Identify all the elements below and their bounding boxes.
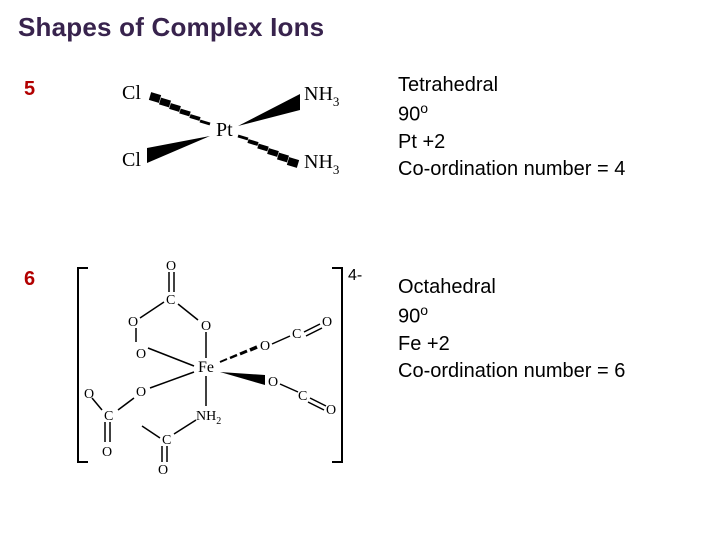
bracket-left [78, 268, 88, 462]
atom-label: O [136, 385, 146, 400]
bond-eq-right-up-dashed [220, 347, 257, 362]
charge-label: 4- [348, 267, 362, 284]
atom-label-nh3-2: NH3 [304, 151, 339, 177]
desc-row-6: Octahedral 90o Fe +2 Co-ordination numbe… [398, 274, 625, 385]
desc-5-angle: 90o [398, 99, 625, 129]
desc-6-coordnum: Co-ordination number = 6 [398, 358, 625, 385]
bond [118, 398, 134, 410]
atom-label: O [128, 315, 138, 330]
bond [272, 336, 290, 344]
desc-6-shape: Octahedral [398, 274, 625, 301]
atom-label: O [326, 403, 336, 418]
atom-label: C [162, 433, 171, 448]
desc-6-oxstate: Fe +2 [398, 331, 625, 358]
atom-label-pt: Pt [216, 119, 233, 141]
atom-label: O [166, 259, 176, 274]
bond-nh3-upper-wedge-solid [238, 94, 300, 126]
atom-label: O [260, 339, 270, 354]
figure-pt-square-planar: Pt Cl Cl NH3 [92, 68, 352, 188]
row-number-5: 5 [24, 78, 35, 101]
atom-label: C [104, 409, 113, 424]
atom-label-nh2: NH2 [196, 409, 221, 427]
desc-row-5: Tetrahedral 90o Pt +2 Co-ordination numb… [398, 72, 625, 183]
desc-5-oxstate: Pt +2 [398, 129, 625, 156]
bond-cl-upper-wedge-dashed [150, 96, 210, 124]
row-number-6: 6 [24, 268, 35, 291]
bond-eq-right-down-solid [220, 372, 265, 385]
atom-label-cl1: Cl [122, 82, 141, 104]
atom-label-nh3-1: NH3 [304, 83, 339, 109]
atom-label: C [292, 327, 301, 342]
atom-label: O [201, 319, 211, 334]
bond [174, 420, 196, 434]
slide: Shapes of Complex Ions 5 Pt Cl Cl NH3 [0, 0, 720, 540]
bracket-right [332, 268, 342, 462]
atom-label: O [84, 387, 94, 402]
page-title: Shapes of Complex Ions [18, 12, 324, 43]
bond-eq-left-up [148, 348, 194, 366]
desc-5-coordnum: Co-ordination number = 4 [398, 156, 625, 183]
atom-label: C [166, 293, 175, 308]
bond [142, 426, 160, 438]
atom-label: O [102, 445, 112, 460]
bond-nh3-lower-wedge-dashed [238, 136, 298, 164]
bond [140, 302, 164, 318]
figure-fe-octahedral: 4- Fe O C O O O O C [70, 250, 370, 480]
atom-label: O [158, 463, 168, 478]
bond-eq-left-down [150, 372, 194, 388]
atom-label: O [136, 347, 146, 362]
desc-6-angle: 90o [398, 301, 625, 331]
bond [178, 304, 198, 320]
desc-5-shape: Tetrahedral [398, 72, 625, 99]
atom-label-cl2: Cl [122, 149, 141, 171]
atom-label: C [298, 389, 307, 404]
atom-label: O [268, 375, 278, 390]
bond-cl-lower-wedge-solid [147, 136, 210, 163]
atom-label-fe: Fe [198, 359, 214, 376]
bond [280, 384, 298, 392]
atom-label: O [322, 315, 332, 330]
